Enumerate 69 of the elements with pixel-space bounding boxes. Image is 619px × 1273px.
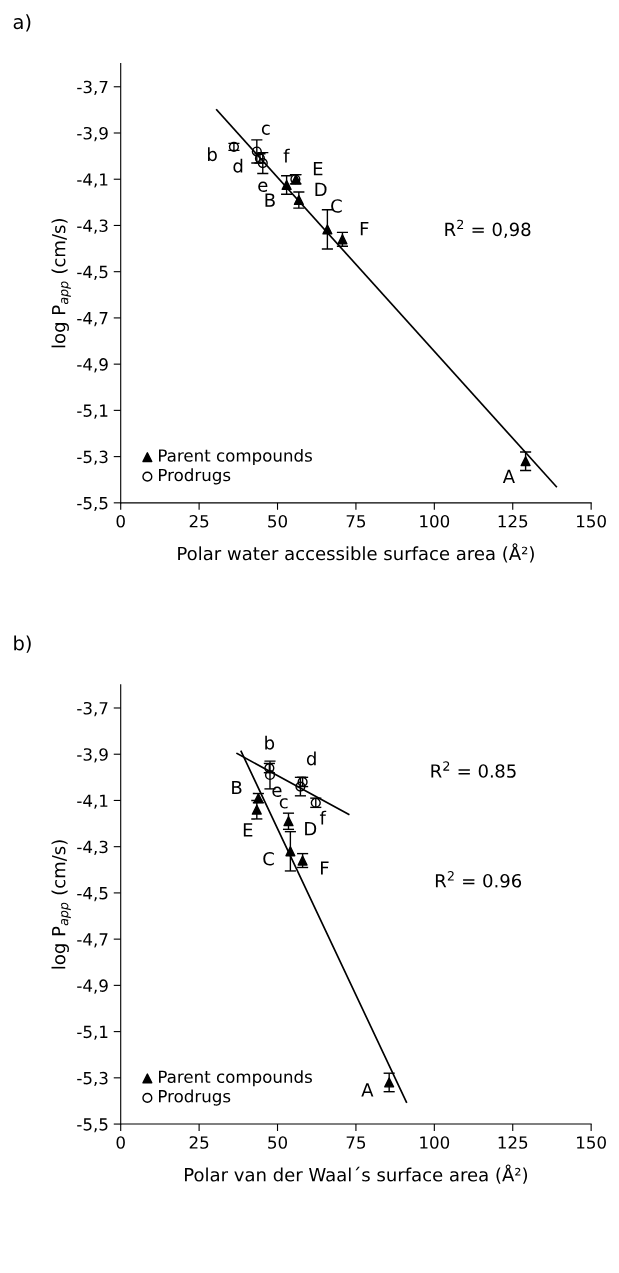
- y-tick-label: -4,9: [77, 979, 108, 994]
- annotation: B: [265, 193, 275, 207]
- x-axis-title: Polar water accessible surface area (Å²): [178, 543, 534, 563]
- y-axis-title: log P$_{app}$ (cm/s): [51, 219, 71, 348]
- y-tick-label: -5,5: [77, 497, 108, 512]
- annotation: b: [265, 735, 275, 750]
- y-tick-label: -3,7: [77, 80, 108, 96]
- legend-label: Prodrugs: [159, 468, 231, 485]
- y-tick-label: -3,9: [77, 126, 108, 142]
- annotation: A: [502, 469, 515, 483]
- annotation: f: [319, 810, 327, 825]
- annotation: d: [306, 751, 316, 766]
- y-tick-label: -4,3: [77, 219, 108, 234]
- x-tick-label: 150: [577, 1136, 606, 1149]
- y-tick-label: -4,5: [77, 265, 108, 280]
- annotation: C: [331, 199, 342, 213]
- chart-title: b): [14, 635, 31, 653]
- y-tick-label: -4,1: [77, 173, 108, 188]
- annotation: R$^{2}$ = 0.85: [431, 761, 516, 778]
- annotation: F: [321, 861, 329, 875]
- y-tick-label: -4,1: [77, 794, 108, 809]
- x-tick-label: 0: [116, 1136, 125, 1149]
- y-tick-label: -4,9: [77, 358, 108, 373]
- legend-label: Parent compounds: [159, 448, 312, 466]
- chart-title: a): [13, 14, 31, 32]
- y-tick-label: -5,1: [77, 404, 108, 419]
- annotation: A: [361, 1083, 374, 1097]
- y-tick-label: -4,7: [77, 933, 108, 948]
- y-tick-label: -5,1: [77, 1025, 108, 1040]
- x-tick-label: 100: [420, 1136, 450, 1149]
- annotation: D: [315, 182, 327, 196]
- annotation: d: [233, 158, 243, 173]
- annotation: b: [208, 147, 217, 162]
- y-tick-label: -5,3: [77, 450, 108, 465]
- x-tick-label: 0: [116, 514, 125, 528]
- annotation: c: [279, 798, 288, 809]
- x-tick-label: 100: [420, 514, 450, 528]
- x-tick-label: 50: [268, 514, 288, 528]
- y-tick-label: -3,7: [77, 701, 108, 717]
- y-tick-label: -5,3: [77, 1071, 108, 1087]
- annotation: f: [283, 148, 290, 163]
- annotation: D: [305, 822, 317, 836]
- x-tick-label: 125: [498, 1136, 528, 1149]
- y-tick-label: -3,9: [77, 748, 108, 763]
- y-tick-label: -4,7: [77, 312, 108, 327]
- annotation: e: [272, 786, 282, 797]
- x-tick-label: 50: [268, 1136, 288, 1149]
- x-tick-label: 75: [346, 515, 366, 528]
- annotation: B: [232, 780, 242, 795]
- annotation: R$^{2}$ = 0,98: [445, 219, 531, 239]
- y-axis-title: log P$_{app}$ (cm/s): [51, 840, 71, 969]
- x-axis-title: Polar van der Waal´s surface area (Å²): [185, 1164, 528, 1184]
- y-tick-label: -4,5: [77, 887, 108, 902]
- x-tick-label: 150: [577, 514, 606, 528]
- annotation: C: [263, 851, 274, 866]
- annotation: c: [261, 124, 270, 135]
- x-tick-label: 125: [498, 514, 528, 528]
- y-tick-label: -4,3: [77, 840, 108, 855]
- y-tick-label: -5,5: [77, 1118, 108, 1133]
- annotation: F: [360, 222, 369, 236]
- annotation: R$^{2}$ = 0.96: [435, 871, 522, 888]
- legend-label: Prodrugs: [159, 1089, 231, 1106]
- annotation: E: [313, 162, 323, 176]
- annotation: E: [243, 823, 253, 837]
- x-tick-label: 25: [189, 514, 209, 528]
- annotation: e: [258, 181, 268, 192]
- x-tick-label: 25: [189, 1136, 209, 1149]
- legend-label: Parent compounds: [159, 1070, 312, 1087]
- x-tick-label: 75: [346, 1136, 366, 1149]
